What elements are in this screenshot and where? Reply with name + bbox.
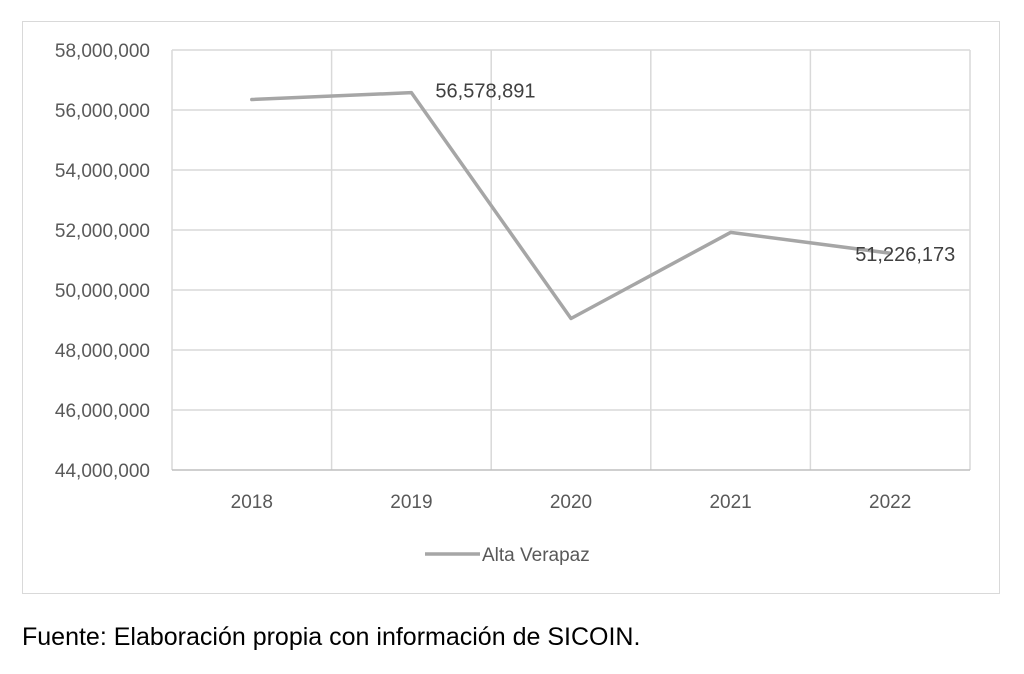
series-line xyxy=(250,90,892,321)
source-note: Fuente: Elaboración propia con informaci… xyxy=(22,623,641,651)
y-tick-label: 56,000,000 xyxy=(55,101,150,122)
x-tick-label: 2020 xyxy=(550,492,592,513)
y-axis-tick-labels: 44,000,000 46,000,000 48,000,000 50,000,000… xyxy=(55,41,150,482)
y-tick-label: 54,000,000 xyxy=(55,161,150,182)
data-labels: 56,578,891 51,226,173 xyxy=(435,81,955,267)
y-tick-label: 48,000,000 xyxy=(55,341,150,362)
x-tick-label: 2022 xyxy=(869,492,911,513)
y-tick-label: 58,000,000 xyxy=(55,41,150,62)
y-tick-label: 46,000,000 xyxy=(55,401,150,422)
x-tick-label: 2021 xyxy=(709,492,751,513)
y-tick-label: 44,000,000 xyxy=(55,461,150,482)
y-tick-label: 52,000,000 xyxy=(55,221,150,242)
data-label: 56,578,891 xyxy=(435,81,535,103)
x-tick-label: 2019 xyxy=(390,492,432,513)
line-chart: 44,000,000 46,000,000 48,000,000 50,000,000… xyxy=(55,41,971,566)
series-lines xyxy=(250,90,892,321)
legend: Alta Verapaz xyxy=(425,545,590,566)
y-tick-label: 50,000,000 xyxy=(55,281,150,302)
gridlines xyxy=(171,49,971,470)
x-axis-tick-labels: 2018 2019 2020 2021 2022 xyxy=(231,492,912,513)
data-label: 51,226,173 xyxy=(855,244,955,266)
x-tick-label: 2018 xyxy=(231,492,273,513)
chart-area xyxy=(22,21,1000,594)
legend-label: Alta Verapaz xyxy=(482,545,590,566)
